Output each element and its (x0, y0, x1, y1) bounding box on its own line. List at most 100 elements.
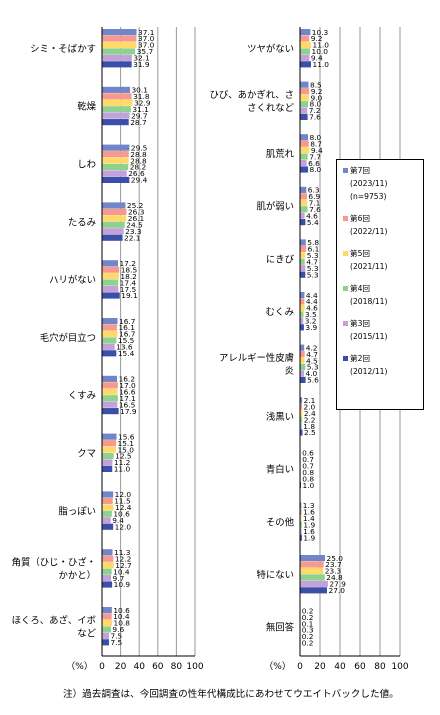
bar-1-7-6 (102, 408, 119, 415)
bar-1-9-3 (102, 504, 114, 511)
bar-2-4-4 (300, 206, 308, 213)
legend-item: 第7回 (343, 166, 370, 176)
bar-2-2-3 (300, 94, 309, 101)
category-label: など (77, 628, 96, 639)
data-label: 18.2 (120, 272, 136, 281)
data-label: 5.8 (307, 238, 319, 247)
data-label: 17.4 (120, 278, 137, 287)
bar-1-9-5 (102, 517, 111, 524)
data-label: 7.2 (309, 106, 321, 115)
legend-label: 第5回 (350, 249, 371, 258)
data-label: 4.6 (306, 304, 318, 313)
bar-1-3-2 (102, 151, 129, 158)
bar-1-8-3 (102, 446, 116, 453)
bar-2-8-6 (300, 429, 303, 436)
bar-2-7-3 (300, 357, 305, 364)
category-label: ハリがない (49, 274, 96, 286)
bar-1-11-3 (102, 619, 113, 627)
data-label: 9.0 (311, 93, 323, 102)
data-label: 37.1 (138, 28, 155, 37)
data-label: 10.8 (114, 619, 131, 628)
category-label: にきび (266, 254, 295, 265)
legend-sublabel: (2015/11) (350, 332, 388, 341)
data-label: 0.7 (302, 461, 314, 470)
bar-1-6-6 (102, 350, 117, 357)
data-label: 5.4 (307, 218, 319, 227)
legend-item: 第5回 (343, 249, 370, 259)
bar-1-1-4 (102, 48, 136, 55)
legend-sublabel: (2012/11) (350, 367, 388, 376)
data-label: 26.3 (128, 208, 145, 217)
bar-2-8-3 (300, 410, 303, 417)
data-label: 17.0 (119, 381, 136, 390)
bar-2-6-3 (300, 304, 305, 312)
data-label: 5.3 (307, 270, 319, 279)
bar-2-2-5 (300, 107, 308, 114)
data-label: 16.6 (119, 387, 136, 396)
bar-1-8-1 (102, 433, 117, 440)
data-label: 15.5 (118, 336, 135, 345)
data-label: 6.6 (308, 159, 320, 168)
bar-1-1-3 (102, 41, 137, 49)
bar-1-7-1 (102, 375, 118, 382)
category-label: むくみ (265, 307, 294, 318)
data-label: 1.9 (303, 533, 315, 542)
data-label: 23.7 (325, 560, 342, 569)
data-label: 16.5 (119, 400, 136, 409)
bar-1-11-1 (102, 607, 112, 614)
data-label: 37.0 (138, 41, 155, 50)
bar-2-10-2 (300, 508, 302, 515)
data-label: 8.0 (310, 100, 322, 109)
bar-1-8-6 (102, 465, 113, 472)
bar-2-5-6 (300, 271, 306, 278)
data-label: 28.2 (130, 163, 146, 172)
data-label: 5.3 (307, 251, 319, 260)
data-label: 19.1 (121, 291, 138, 300)
bar-1-1-2 (102, 35, 137, 42)
legend-swatch (343, 356, 348, 361)
data-label: 32.9 (134, 98, 151, 107)
bar-1-2-3 (102, 99, 133, 106)
bar-1-3-5 (102, 170, 127, 177)
data-label: 4.4 (306, 297, 318, 306)
bar-1-8-2 (102, 440, 117, 447)
category-label: 浅黒い (266, 411, 294, 423)
data-label: 2.4 (304, 409, 316, 418)
category-label: 無回答 (266, 621, 295, 633)
data-label: 1.0 (303, 481, 315, 490)
category-label: かかと） (58, 571, 96, 582)
legend-label: 第6回 (350, 214, 371, 223)
data-label: 3.5 (305, 310, 317, 319)
data-label: 10.4 (113, 567, 130, 576)
bar-1-4-1 (102, 202, 126, 209)
legend-sublabel: (n=9753) (350, 192, 387, 201)
data-label: 2.1 (304, 396, 316, 405)
category-label: クマ (77, 448, 96, 459)
category-label: 炎 (285, 366, 294, 377)
data-label: 35.7 (137, 47, 154, 56)
bar-1-2-5 (102, 112, 130, 119)
data-label: 5.6 (307, 376, 319, 385)
data-label: 26.1 (128, 214, 145, 223)
bar-2-10-5 (300, 528, 302, 535)
bar-2-1-4 (300, 48, 310, 55)
bar-1-3-3 (102, 157, 129, 164)
bar-2-10-3 (300, 515, 302, 522)
bar-2-11-1 (300, 555, 325, 562)
data-label: 7.5 (110, 638, 122, 647)
data-label: 4.7 (306, 350, 318, 359)
data-label: 8.0 (310, 165, 322, 174)
bar-2-10-4 (300, 521, 302, 528)
bar-1-4-4 (102, 221, 125, 228)
bar-2-5-5 (300, 265, 306, 272)
bar-2-1-6 (300, 61, 311, 68)
data-label: 28.8 (130, 150, 147, 159)
data-label: 11.5 (114, 497, 131, 506)
data-label: 15.6 (118, 432, 135, 441)
data-label: 6.1 (308, 245, 320, 254)
data-label: 10.6 (113, 606, 130, 615)
bar-1-4-5 (102, 228, 124, 235)
category-label: さくれなど (247, 103, 295, 114)
bar-1-3-1 (102, 144, 130, 151)
